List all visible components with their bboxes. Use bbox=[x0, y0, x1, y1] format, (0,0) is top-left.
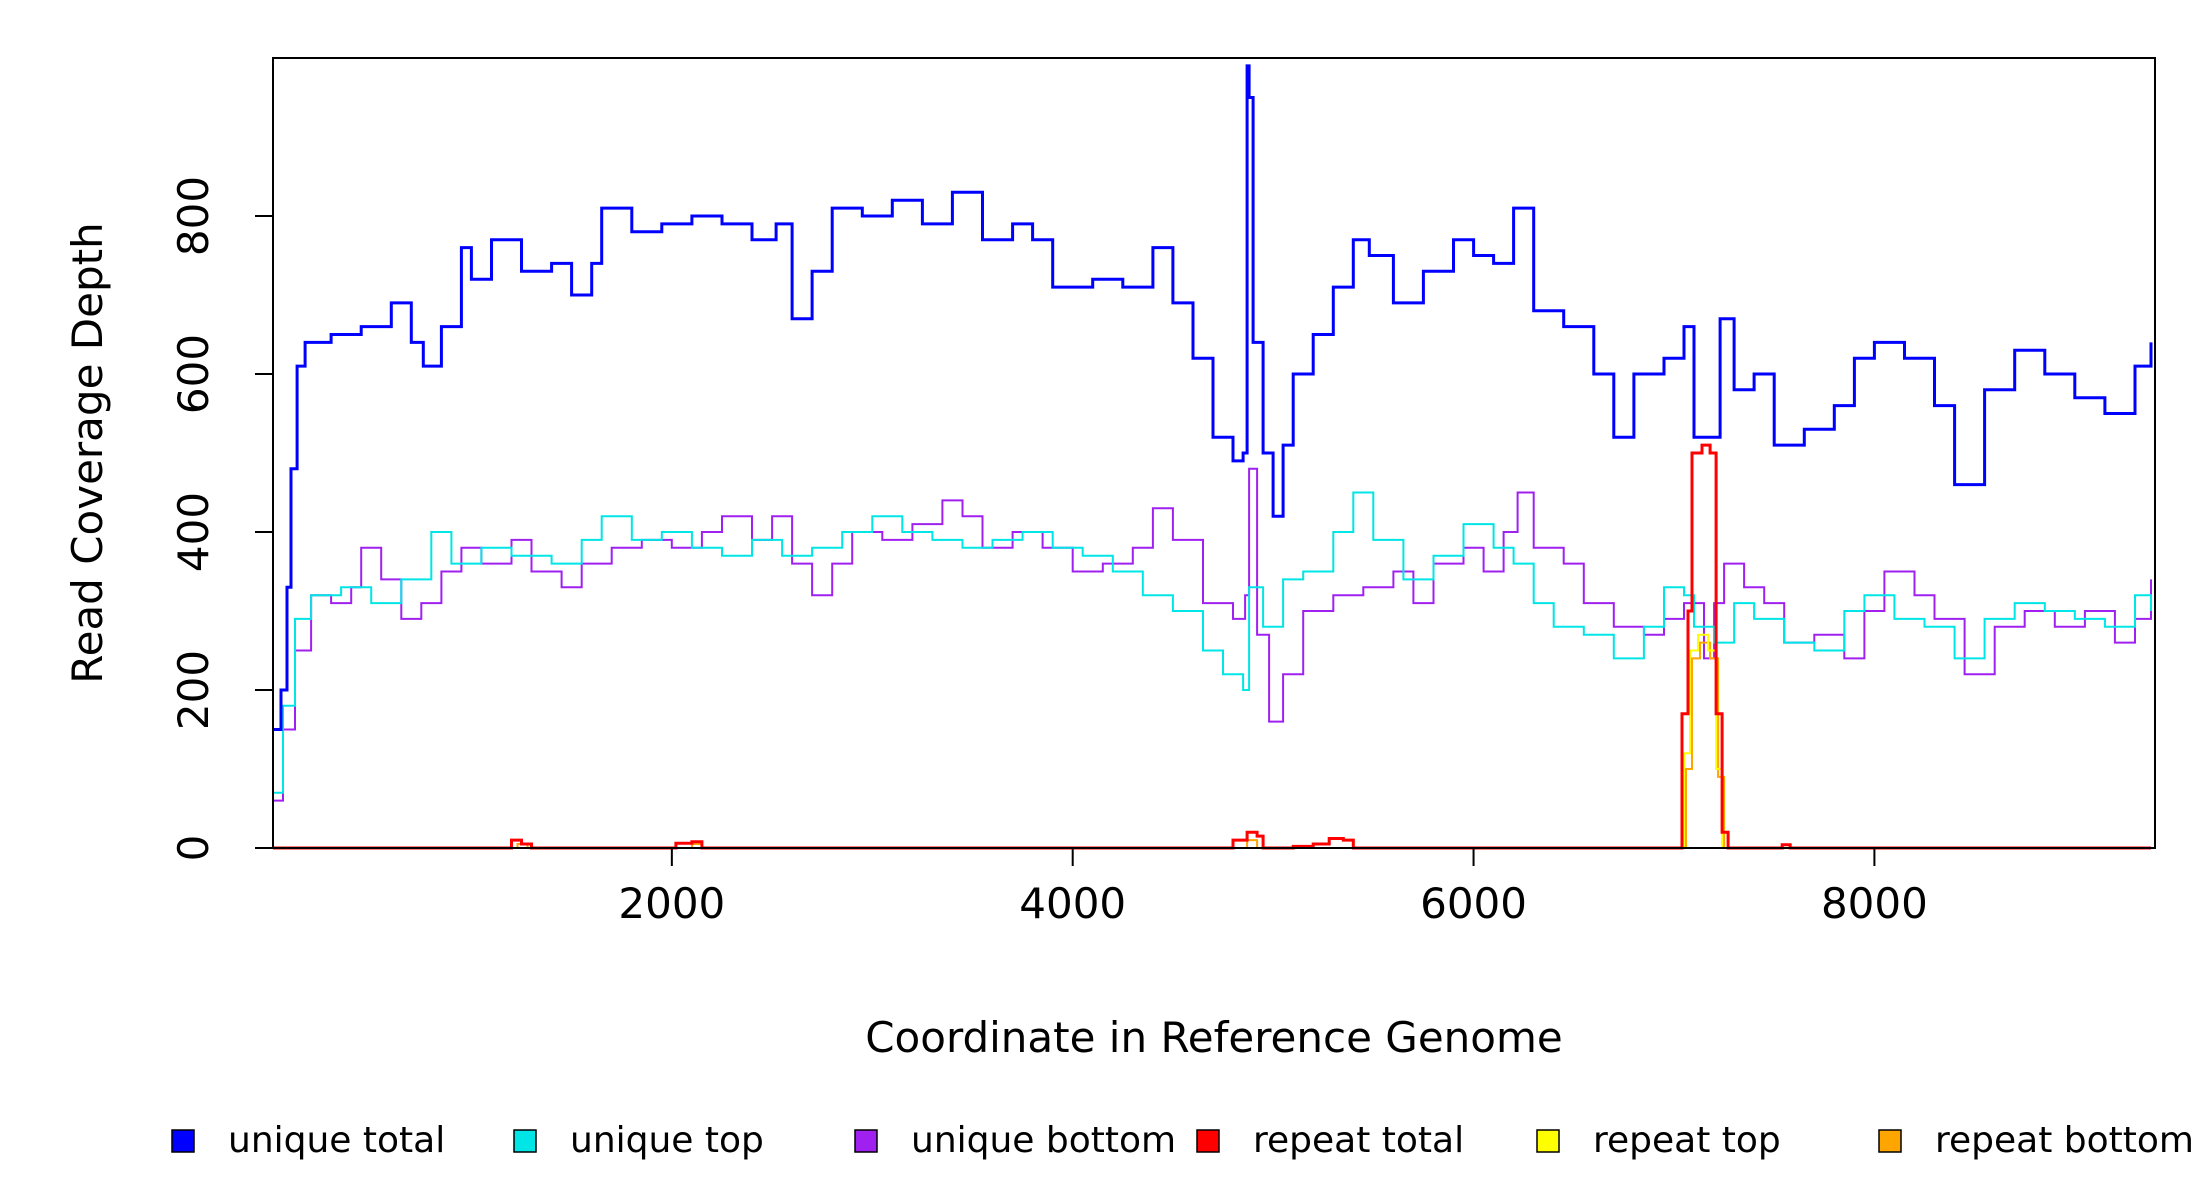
x-axis: 2000 4000 6000 8000 bbox=[618, 848, 1928, 928]
legend-label: repeat total bbox=[1253, 1120, 1464, 1161]
legend-swatch bbox=[1878, 1129, 1902, 1153]
series-line-unique-top bbox=[273, 491, 2152, 794]
legend-label: unique bottom bbox=[911, 1120, 1176, 1161]
x-tick-label: 8000 bbox=[1821, 879, 1928, 928]
y-tick-label: 600 bbox=[169, 334, 218, 414]
plot-frame bbox=[272, 57, 2156, 849]
y-tick-label: 800 bbox=[169, 176, 218, 256]
legend-swatch bbox=[513, 1129, 537, 1153]
legend-swatch bbox=[171, 1129, 195, 1153]
y-axis: 0 200 400 600 800 bbox=[169, 176, 273, 861]
series-line-repeat-top bbox=[273, 633, 2151, 849]
legend-swatch bbox=[1196, 1129, 1220, 1153]
y-tick-label: 0 bbox=[169, 835, 218, 862]
series-line-repeat-total bbox=[273, 443, 2151, 850]
legend-label: unique total bbox=[228, 1120, 445, 1161]
x-axis-label: Coordinate in Reference Genome bbox=[865, 1013, 1563, 1062]
legend-swatch bbox=[854, 1129, 878, 1153]
legend: unique total unique top unique bottom repea… bbox=[171, 1120, 2194, 1161]
series-line-unique-total bbox=[273, 64, 2153, 731]
plot-area bbox=[273, 64, 2153, 850]
series-line-repeat-bottom bbox=[273, 641, 2151, 849]
y-tick-label: 400 bbox=[169, 492, 218, 572]
y-axis-label: Read Coverage Depth bbox=[63, 222, 112, 683]
x-tick-label: 4000 bbox=[1019, 879, 1126, 928]
legend-label: repeat top bbox=[1593, 1120, 1781, 1161]
legend-label: unique top bbox=[570, 1120, 764, 1161]
x-tick-label: 2000 bbox=[618, 879, 725, 928]
series-line-unique-bottom bbox=[273, 467, 2152, 802]
legend-label: repeat bottom bbox=[1935, 1120, 2194, 1161]
legend-swatch bbox=[1536, 1129, 1560, 1153]
y-tick-label: 200 bbox=[169, 650, 218, 730]
x-tick-label: 6000 bbox=[1420, 879, 1527, 928]
